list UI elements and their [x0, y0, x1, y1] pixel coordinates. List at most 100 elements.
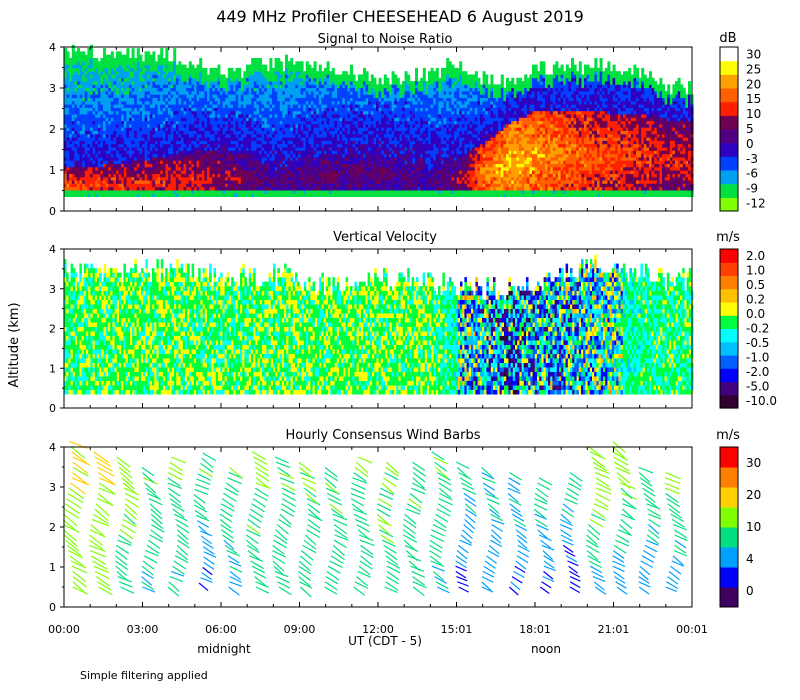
snr-cell	[85, 71, 88, 75]
snr-cell	[324, 180, 327, 184]
snr-cell	[173, 117, 176, 121]
snr-cell	[350, 78, 353, 82]
snr-cell	[72, 190, 75, 194]
snr-cell	[197, 98, 200, 102]
snr-cell	[269, 91, 272, 95]
snr-cell	[80, 58, 83, 62]
snr-cell	[82, 190, 85, 194]
snr-cell	[319, 94, 322, 98]
snr-cell	[132, 124, 135, 128]
snr-cell	[129, 147, 132, 151]
snr-cell	[139, 137, 142, 141]
snr-cell	[350, 121, 353, 125]
snr-cell	[212, 84, 215, 88]
snr-cell	[137, 84, 140, 88]
snr-cell	[327, 98, 330, 102]
snr-cell	[176, 75, 179, 79]
snr-cell	[337, 134, 340, 138]
snr-cell	[106, 174, 109, 178]
snr-cell	[111, 193, 114, 197]
snr-cell	[342, 160, 345, 164]
snr-cell	[189, 180, 192, 184]
snr-cell	[314, 167, 317, 171]
snr-cell	[74, 121, 77, 125]
snr-cell	[134, 141, 137, 145]
snr-cell	[77, 147, 80, 151]
snr-cell	[69, 164, 72, 168]
snr-cell	[295, 131, 298, 135]
snr-cell	[290, 160, 293, 164]
snr-cell	[137, 48, 140, 52]
snr-cell	[371, 193, 374, 197]
snr-cell	[238, 108, 241, 112]
snr-cell	[178, 127, 181, 131]
snr-cell	[264, 98, 267, 102]
snr-cell	[371, 91, 374, 95]
snr-cell	[111, 91, 114, 95]
snr-cell	[108, 81, 111, 85]
snr-cell	[256, 180, 259, 184]
snr-cell	[74, 78, 77, 82]
snr-cell	[249, 183, 252, 187]
snr-cell	[113, 117, 116, 121]
snr-cell	[236, 154, 239, 158]
snr-cell	[171, 137, 174, 141]
snr-cell	[145, 124, 148, 128]
snr-cell	[236, 81, 239, 85]
snr-cell	[93, 65, 96, 69]
snr-cell	[126, 164, 129, 168]
snr-cell	[171, 71, 174, 75]
snr-cell	[262, 180, 265, 184]
snr-cell	[363, 81, 366, 85]
snr-cell	[171, 104, 174, 108]
snr-cell	[251, 183, 254, 187]
snr-cell	[160, 91, 163, 95]
snr-cell	[197, 65, 200, 69]
snr-cell	[251, 78, 254, 82]
snr-cell	[314, 154, 317, 158]
snr-cell	[215, 190, 218, 194]
snr-cell	[142, 190, 145, 194]
snr-cell	[108, 121, 111, 125]
snr-cell	[69, 108, 72, 112]
snr-cell	[199, 174, 202, 178]
snr-cell	[77, 127, 80, 131]
snr-cell	[124, 98, 127, 102]
snr-cell	[108, 91, 111, 95]
snr-cell	[93, 177, 96, 181]
snr-cell	[106, 144, 109, 148]
snr-cell	[194, 121, 197, 125]
snr-cell	[147, 51, 150, 55]
snr-cell	[373, 78, 376, 82]
snr-cell	[306, 134, 309, 138]
snr-cell	[301, 164, 304, 168]
snr-cell	[298, 81, 301, 85]
snr-cell	[275, 167, 278, 171]
snr-cell	[67, 144, 70, 148]
snr-cell	[275, 88, 278, 92]
snr-cell	[72, 157, 75, 161]
snr-cell	[202, 167, 205, 171]
snr-cell	[321, 164, 324, 168]
snr-cell	[77, 104, 80, 108]
snr-cell	[152, 154, 155, 158]
snr-cell	[139, 141, 142, 145]
snr-cell	[332, 177, 335, 181]
snr-cell	[308, 91, 311, 95]
snr-cell	[69, 144, 72, 148]
snr-cell	[90, 147, 93, 151]
snr-cell	[223, 187, 226, 191]
snr-cell	[314, 65, 317, 69]
snr-cell	[197, 164, 200, 168]
snr-cell	[350, 81, 353, 85]
snr-cell	[332, 75, 335, 79]
snr-cell	[160, 131, 163, 135]
snr-cell	[314, 134, 317, 138]
snr-cell	[191, 144, 194, 148]
snr-cell	[345, 78, 348, 82]
snr-cell	[254, 193, 257, 197]
snr-cell	[77, 111, 80, 115]
snr-cell	[113, 160, 116, 164]
snr-cell	[158, 170, 161, 174]
snr-cell	[233, 147, 236, 151]
